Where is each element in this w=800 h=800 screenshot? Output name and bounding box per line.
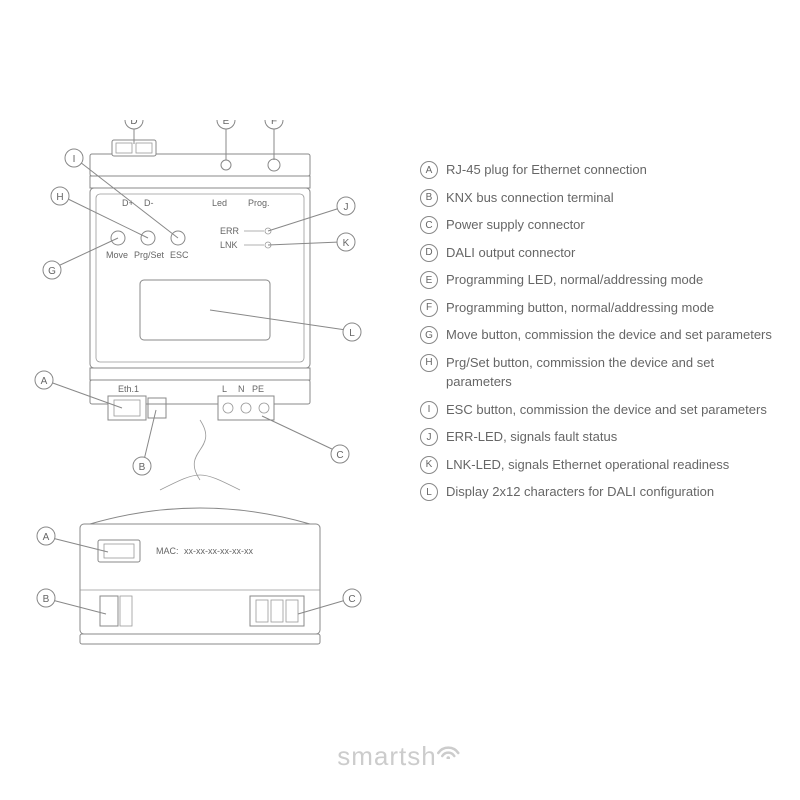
bubble-i: I <box>420 401 438 419</box>
label-mac-value: xx-xx-xx-xx-xx-xx <box>184 546 253 556</box>
bubble-l: L <box>420 483 438 501</box>
bubble-j: J <box>420 428 438 446</box>
label-n: N <box>238 384 245 394</box>
technical-diagram: D+ D- Led Prog. Move Prg/Set ESC ERR LNK <box>30 120 370 680</box>
bubble-a: A <box>420 161 438 179</box>
bubble-d: D <box>420 244 438 262</box>
svg-text:A: A <box>41 376 48 387</box>
legend-text: Programming button, normal/addressing mo… <box>446 298 714 318</box>
legend-row: A RJ-45 plug for Ethernet connection <box>420 160 780 180</box>
bubble-c: C <box>420 216 438 234</box>
bubble-b: B <box>420 189 438 207</box>
label-prog: Prog. <box>248 198 270 208</box>
legend-text: Programming LED, normal/addressing mode <box>446 270 703 290</box>
svg-text:E: E <box>223 120 230 127</box>
bubble-g: G <box>420 326 438 344</box>
label-mac: MAC: <box>156 546 179 556</box>
label-led: Led <box>212 198 227 208</box>
svg-text:J: J <box>344 202 349 213</box>
legend-row: B KNX bus connection terminal <box>420 188 780 208</box>
watermark-text: smartsh <box>337 741 436 772</box>
legend-text: Display 2x12 characters for DALI configu… <box>446 482 714 502</box>
legend-text: RJ-45 plug for Ethernet connection <box>446 160 647 180</box>
bubble-f: F <box>420 299 438 317</box>
svg-text:A: A <box>43 532 50 543</box>
legend-text: DALI output connector <box>446 243 575 263</box>
label-lnk: LNK <box>220 240 238 250</box>
label-eth: Eth.1 <box>118 384 139 394</box>
label-move: Move <box>106 250 128 260</box>
svg-text:B: B <box>139 462 146 473</box>
legend-row: J ERR-LED, signals fault status <box>420 427 780 447</box>
svg-text:I: I <box>73 154 76 165</box>
legend-row: H Prg/Set button, commission the device a… <box>420 353 780 392</box>
label-err: ERR <box>220 226 240 236</box>
label-pe: PE <box>252 384 264 394</box>
svg-text:K: K <box>343 238 350 249</box>
legend-row: K LNK-LED, signals Ethernet operational r… <box>420 455 780 475</box>
legend-row: F Programming button, normal/addressing m… <box>420 298 780 318</box>
wifi-icon <box>435 735 463 766</box>
legend-text: ERR-LED, signals fault status <box>446 427 617 447</box>
legend-row: E Programming LED, normal/addressing mode <box>420 270 780 290</box>
svg-text:F: F <box>271 120 277 127</box>
svg-text:D: D <box>130 120 137 127</box>
label-l: L <box>222 384 227 394</box>
label-esc: ESC <box>170 250 189 260</box>
legend-row: G Move button, commission the device and … <box>420 325 780 345</box>
svg-text:B: B <box>43 594 50 605</box>
bubble-e: E <box>420 271 438 289</box>
legend-row: C Power supply connector <box>420 215 780 235</box>
legend: A RJ-45 plug for Ethernet connection B KNX… <box>420 160 780 510</box>
legend-text: LNK-LED, signals Ethernet operational re… <box>446 455 729 475</box>
svg-text:H: H <box>56 192 63 203</box>
label-prgset: Prg/Set <box>134 250 165 260</box>
svg-text:G: G <box>48 266 56 277</box>
legend-row: L Display 2x12 characters for DALI config… <box>420 482 780 502</box>
legend-text: Move button, commission the device and s… <box>446 325 772 345</box>
label-d-minus: D- <box>144 198 154 208</box>
legend-row: I ESC button, commission the device and s… <box>420 400 780 420</box>
svg-text:L: L <box>349 328 355 339</box>
bubble-k: K <box>420 456 438 474</box>
legend-text: KNX bus connection terminal <box>446 188 614 208</box>
legend-text: ESC button, commission the device and se… <box>446 400 767 420</box>
legend-row: D DALI output connector <box>420 243 780 263</box>
svg-text:C: C <box>348 594 355 605</box>
svg-text:C: C <box>336 450 343 461</box>
bubble-h: H <box>420 354 438 372</box>
legend-text: Power supply connector <box>446 215 585 235</box>
watermark: smartsh <box>337 735 462 772</box>
legend-text: Prg/Set button, commission the device an… <box>446 353 780 392</box>
